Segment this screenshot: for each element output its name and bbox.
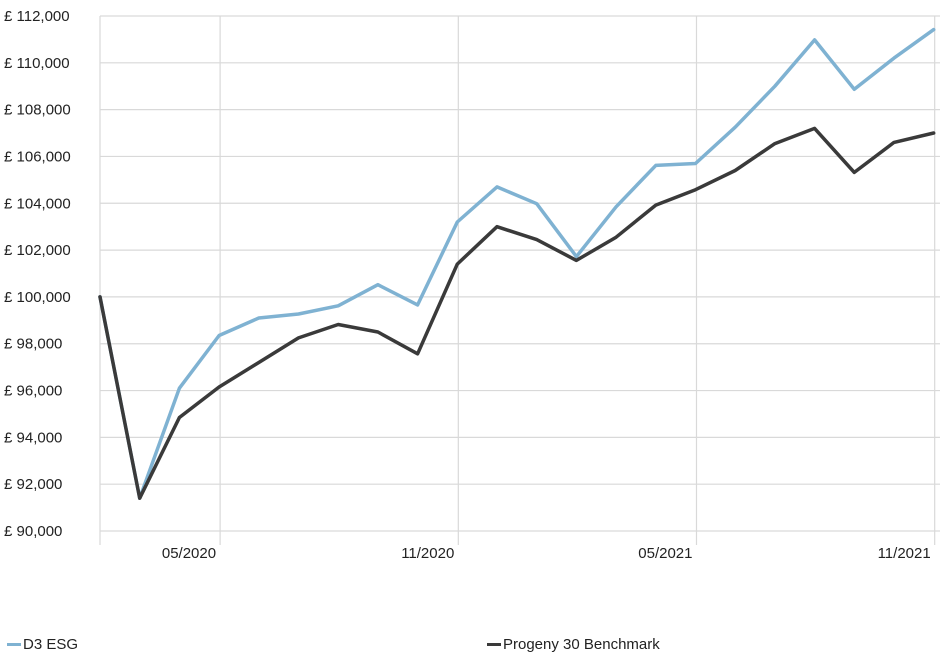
y-tick-label: £ 110,000 [4, 55, 70, 72]
y-tick-label: £ 112,000 [4, 8, 70, 25]
legend-swatch-d3-esg [7, 642, 21, 646]
y-tick-label: £ 92,000 [4, 476, 62, 493]
legend-label-progeny-30-benchmark: Progeny 30 Benchmark [503, 635, 660, 653]
x-tick-label: 05/2020 [162, 545, 216, 562]
series-lines [98, 27, 936, 500]
y-tick-label: £ 94,000 [4, 429, 62, 446]
y-tick-label: £ 96,000 [4, 383, 62, 400]
y-tick-label: £ 100,000 [4, 289, 71, 306]
series-line-d3-esg [98, 27, 936, 500]
line-chart: £ 90,000 £ 92,000 £ 94,000 £ 96,000 £ 98,000… [4, 8, 940, 562]
series-line-progeny-30-benchmark [98, 126, 936, 500]
x-tick-label: 11/2021 [878, 545, 931, 562]
legend-item-progeny-30-benchmark: Progeny 30 Benchmark [487, 633, 660, 655]
x-tick-label: 11/2020 [401, 545, 454, 562]
y-axis-tick-labels: £ 90,000 £ 92,000 £ 94,000 £ 96,000 £ 98,000… [4, 8, 71, 540]
gridlines [99, 15, 940, 545]
legend-item-d3-esg: D3 ESG [7, 633, 78, 655]
x-axis-tick-labels: 05/2020 11/2020 05/2021 11/2021 [162, 545, 931, 562]
y-tick-label: £ 104,000 [4, 195, 71, 212]
legend-swatch-progeny-30-benchmark [487, 642, 501, 646]
legend-label-d3-esg: D3 ESG [23, 635, 79, 653]
y-tick-label: £ 98,000 [4, 336, 62, 353]
y-tick-label: £ 90,000 [4, 523, 62, 540]
x-tick-label: 05/2021 [638, 545, 692, 562]
y-tick-label: £ 102,000 [4, 242, 71, 259]
y-tick-label: £ 106,000 [4, 148, 71, 165]
y-tick-label: £ 108,000 [4, 102, 71, 119]
